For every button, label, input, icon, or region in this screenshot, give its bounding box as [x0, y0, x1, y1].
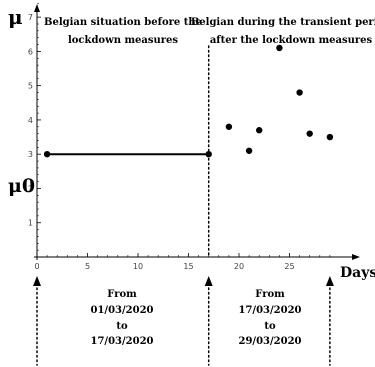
marks	[33, 44, 334, 366]
data-point	[306, 130, 313, 137]
x-tick-label: 25	[284, 262, 294, 271]
x-tick-label: 20	[234, 262, 244, 271]
period1-start-date: 01/03/2020	[91, 305, 154, 316]
x-tick-label: 15	[183, 262, 193, 271]
data-point	[296, 89, 303, 96]
y-axis-arrow-icon	[34, 4, 40, 12]
period-marker-arrow-icon	[204, 276, 213, 286]
y-tick-label: 5	[28, 82, 33, 91]
right-region-title-line1: Belgian during the transient period	[191, 17, 375, 28]
y-tick-label: 7	[28, 13, 33, 22]
texts: μ μ0 Days Belgian situation before the l…	[8, 5, 375, 347]
data-point	[225, 123, 233, 130]
period-marker-arrow-icon	[33, 276, 41, 286]
y-axis-mu0-label: μ0	[8, 175, 35, 197]
data-point	[43, 151, 51, 158]
data-point	[256, 127, 263, 134]
x-tick-label: 0	[34, 262, 39, 271]
y-tick-label: 2	[28, 184, 33, 193]
period2-start-date: 17/03/2020	[239, 305, 302, 316]
data-point	[276, 44, 283, 52]
data-point	[326, 133, 334, 141]
period2-to: to	[264, 321, 276, 332]
y-tick-label: 6	[28, 47, 33, 56]
x-tick-label: 5	[85, 262, 90, 271]
left-region-title-line2: lockdown measures	[68, 35, 178, 46]
x-axis-arrow-icon	[352, 254, 360, 260]
y-tick-label: 1	[28, 219, 33, 228]
period1-end-date: 17/03/2020	[91, 336, 154, 347]
right-region-title-line2: after the lockdown measures	[210, 35, 373, 46]
data-point	[245, 147, 253, 154]
axes: 0 5 10 15 20 25 1 2 3 4 5 6 7	[28, 3, 360, 271]
period2-end-date: 29/03/2020	[239, 336, 302, 347]
data-point	[205, 151, 212, 158]
y-axis-label: μ	[8, 5, 23, 29]
y-tick-label: 4	[28, 116, 33, 125]
left-region-title-line1: Belgian situation before the	[44, 17, 202, 28]
period2-from: From	[255, 289, 285, 300]
x-axis-label: Days	[340, 265, 375, 281]
x-tick-label: 10	[133, 262, 143, 271]
period1-from: From	[107, 289, 137, 300]
period1-to: to	[116, 321, 128, 332]
y-tick-label: 3	[28, 150, 33, 159]
period-marker-arrow-icon	[325, 276, 334, 286]
